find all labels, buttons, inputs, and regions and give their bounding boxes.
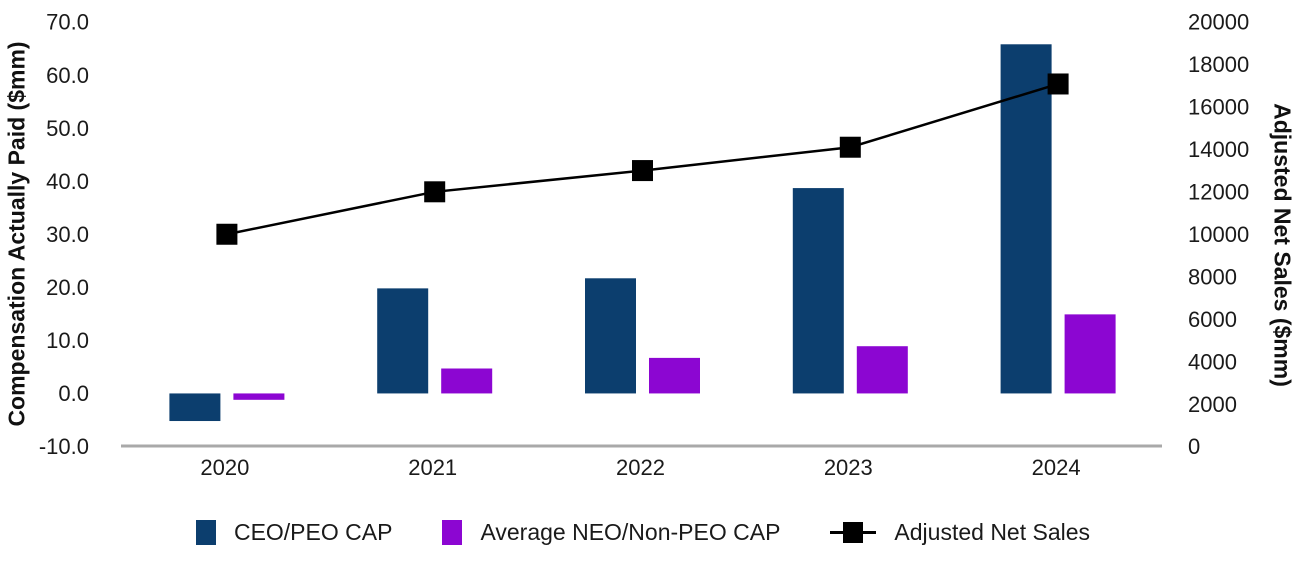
left-axis-tick-50.0: 50.0 bbox=[46, 116, 89, 141]
bar-ceo-peo-cap-2021 bbox=[377, 288, 429, 394]
marker-adjusted-net-sales-2020 bbox=[216, 223, 238, 245]
bar-ceo-peo-cap-2023 bbox=[792, 188, 844, 394]
x-axis-label-2023: 2023 bbox=[824, 455, 873, 480]
bar-average-neo-non-peo-cap-2021 bbox=[441, 368, 493, 394]
avg-neo-cap-swatch bbox=[442, 519, 463, 545]
line-adjusted-net-sales bbox=[226, 82, 1059, 236]
right-axis-tick-12000: 12000 bbox=[1188, 180, 1249, 205]
marker-adjusted-net-sales-2021 bbox=[424, 181, 446, 203]
bar-ceo-peo-cap-2022 bbox=[585, 278, 636, 394]
left-axis-tick-0.0: 0.0 bbox=[58, 381, 89, 406]
bar-average-neo-non-peo-cap-2024 bbox=[1064, 314, 1116, 394]
left-axis-title: Compensation Actually Paid ($mm) bbox=[3, 41, 30, 427]
ceo-peo-cap-swatch bbox=[195, 519, 216, 545]
legend-label-avg-neo-cap: Average NEO/Non-PEO CAP bbox=[480, 518, 781, 545]
right-axis-tick-8000: 8000 bbox=[1188, 264, 1237, 289]
left-axis-tick-20.0: 20.0 bbox=[46, 275, 89, 300]
right-axis-tick-14000: 14000 bbox=[1188, 137, 1249, 162]
left-axis-tick--10.0: -10.0 bbox=[39, 434, 89, 459]
right-axis-tick-6000: 6000 bbox=[1188, 307, 1237, 332]
legend-item-ceo-peo-cap: CEO/PEO CAP bbox=[195, 518, 393, 546]
x-axis-label-2021: 2021 bbox=[408, 455, 457, 480]
right-axis-tick-4000: 4000 bbox=[1188, 349, 1237, 374]
legend: CEO/PEO CAP Average NEO/Non-PEO CAP Adju… bbox=[123, 512, 1163, 552]
bar-average-neo-non-peo-cap-2020 bbox=[233, 393, 285, 400]
right-axis-title: Adjusted Net Sales ($mm) bbox=[1269, 103, 1296, 387]
bar-average-neo-non-peo-cap-2022 bbox=[649, 357, 700, 394]
bar-ceo-peo-cap-2024 bbox=[1000, 44, 1052, 394]
x-axis-label-2020: 2020 bbox=[200, 455, 249, 480]
legend-item-adjusted-net-sales: Adjusted Net Sales bbox=[830, 519, 1090, 546]
x-axis-label-2022: 2022 bbox=[616, 455, 665, 480]
legend-label-ceo-peo-cap: CEO/PEO CAP bbox=[233, 518, 393, 545]
marker-adjusted-net-sales-2024 bbox=[1047, 73, 1069, 95]
bar-ceo-peo-cap-2020 bbox=[169, 393, 221, 422]
left-axis-tick-10.0: 10.0 bbox=[46, 328, 89, 353]
legend-label-adjusted-net-sales: Adjusted Net Sales bbox=[894, 518, 1091, 545]
left-axis-tick-70.0: 70.0 bbox=[46, 10, 89, 35]
legend-item-avg-neo-cap: Average NEO/Non-PEO CAP bbox=[442, 519, 780, 546]
right-axis-tick-18000: 18000 bbox=[1188, 52, 1249, 77]
right-axis-tick-20000: 20000 bbox=[1188, 10, 1249, 35]
x-axis-label-2024: 2024 bbox=[1032, 455, 1081, 480]
adjusted-net-sales-swatch bbox=[830, 521, 877, 543]
right-axis-tick-16000: 16000 bbox=[1188, 95, 1249, 120]
left-axis-tick-60.0: 60.0 bbox=[46, 63, 89, 88]
marker-adjusted-net-sales-2023 bbox=[839, 136, 861, 158]
left-axis-tick-30.0: 30.0 bbox=[46, 222, 89, 247]
marker-adjusted-net-sales-2022 bbox=[632, 160, 653, 182]
left-axis-tick-40.0: 40.0 bbox=[46, 169, 89, 194]
right-axis-tick-2000: 2000 bbox=[1188, 392, 1237, 417]
bar-average-neo-non-peo-cap-2023 bbox=[856, 346, 908, 394]
square-marker-icon bbox=[843, 521, 864, 543]
right-axis-tick-0: 0 bbox=[1188, 434, 1200, 459]
right-axis-tick-10000: 10000 bbox=[1188, 222, 1249, 247]
